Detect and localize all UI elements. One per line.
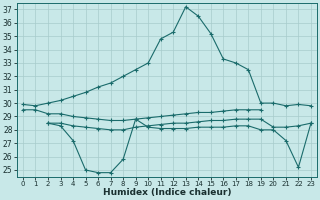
X-axis label: Humidex (Indice chaleur): Humidex (Indice chaleur): [103, 188, 231, 197]
